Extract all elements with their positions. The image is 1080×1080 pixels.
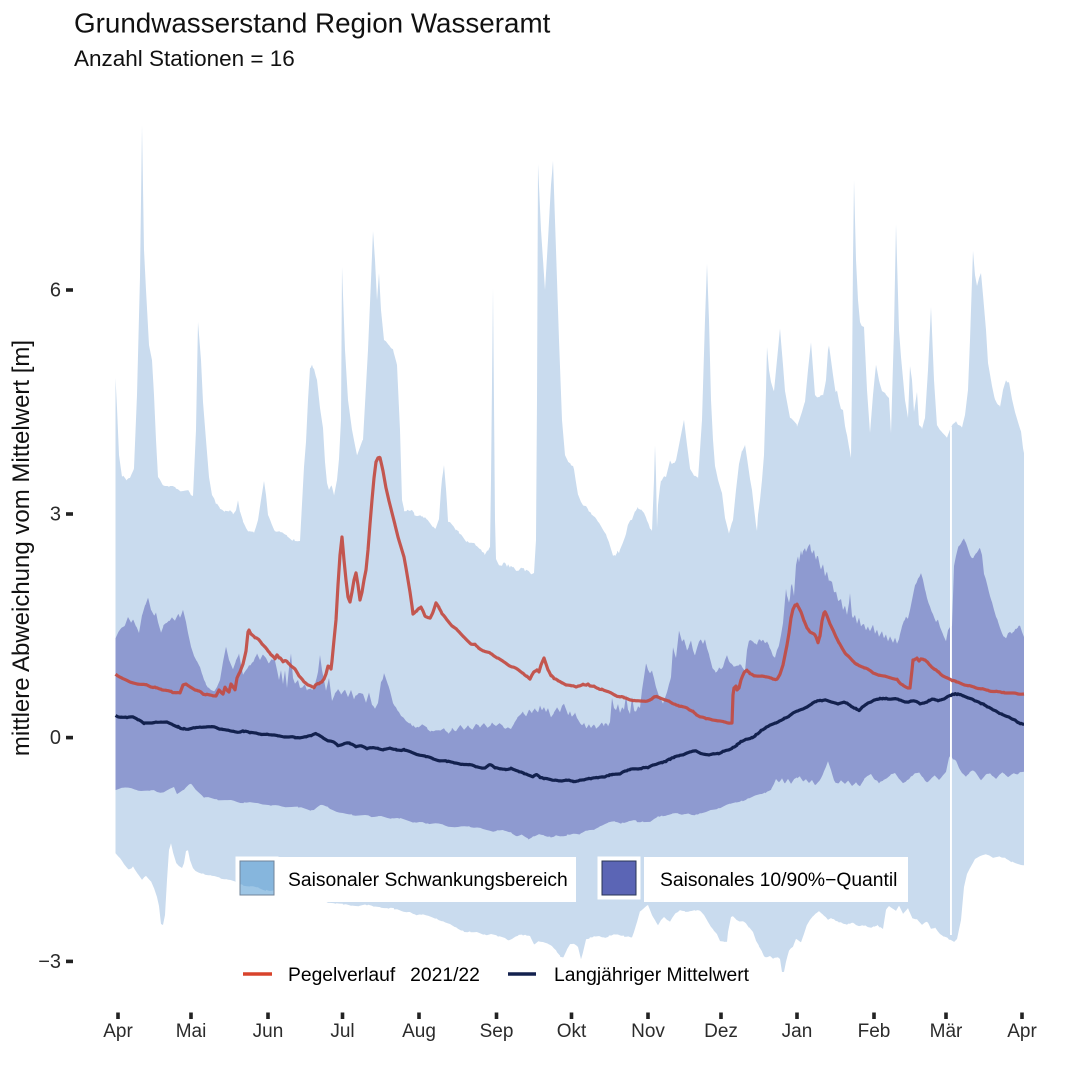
svg-text:Sep: Sep (480, 1021, 514, 1042)
svg-text:Saisonaler Schwankungsbereich: Saisonaler Schwankungsbereich (288, 870, 568, 891)
svg-text:Okt: Okt (557, 1021, 587, 1042)
svg-text:Nov: Nov (631, 1021, 665, 1042)
svg-text:Aug: Aug (402, 1021, 436, 1042)
svg-text:Jun: Jun (253, 1021, 284, 1042)
svg-text:Apr: Apr (103, 1021, 133, 1042)
svg-text:Pegelverlauf 2021/22: Pegelverlauf 2021/22 (288, 965, 480, 986)
svg-text:Langjähriger Mittelwert: Langjähriger Mittelwert (554, 965, 750, 986)
svg-text:Apr: Apr (1007, 1021, 1037, 1042)
svg-text:Jul: Jul (330, 1021, 354, 1042)
svg-text:Jan: Jan (782, 1021, 813, 1042)
svg-text:6: 6 (50, 280, 61, 302)
svg-text:3: 3 (50, 504, 61, 526)
svg-text:−3: −3 (38, 951, 61, 973)
svg-text:Dez: Dez (704, 1021, 738, 1042)
svg-text:0: 0 (50, 727, 61, 749)
svg-text:Feb: Feb (858, 1021, 891, 1042)
svg-text:Mär: Mär (930, 1021, 963, 1042)
svg-text:mittlere Abweichung vom Mittel: mittlere Abweichung vom Mittelwert [m] (8, 340, 35, 756)
svg-text:Anzahl Stationen = 16: Anzahl Stationen = 16 (74, 46, 295, 71)
svg-text:Saisonales 10/90%−Quantil: Saisonales 10/90%−Quantil (660, 870, 897, 891)
svg-text:Grundwasserstand Region Wasser: Grundwasserstand Region Wasseramt (74, 8, 551, 39)
svg-text:Mai: Mai (176, 1021, 207, 1042)
